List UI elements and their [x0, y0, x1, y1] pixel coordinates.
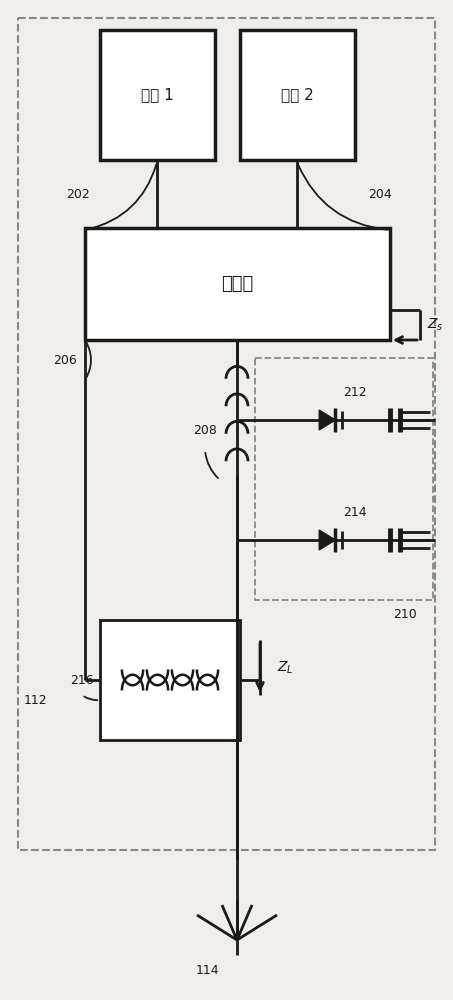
Text: 204: 204: [368, 188, 392, 202]
Text: $Z_s$: $Z_s$: [427, 317, 443, 333]
Text: 112: 112: [23, 694, 47, 706]
Text: $Z_L$: $Z_L$: [277, 660, 294, 676]
Text: 源口 1: 源口 1: [140, 88, 173, 103]
Text: 208: 208: [193, 424, 217, 436]
Polygon shape: [319, 530, 335, 550]
Text: 210: 210: [393, 608, 417, 621]
Bar: [255, 358, 433, 600]
Text: 212: 212: [343, 386, 367, 399]
Bar: [240, 30, 355, 160]
Text: 源口 2: 源口 2: [280, 88, 313, 103]
Bar: [100, 30, 215, 160]
Text: 组合器: 组合器: [221, 275, 253, 293]
Text: 216: 216: [70, 674, 94, 686]
Bar: [85, 228, 390, 340]
Text: 206: 206: [53, 354, 77, 366]
Bar: [18, 18, 435, 850]
Text: 202: 202: [66, 188, 90, 202]
Bar: [100, 620, 240, 740]
Text: 114: 114: [195, 964, 219, 976]
Polygon shape: [319, 410, 335, 430]
Text: 214: 214: [343, 506, 367, 520]
